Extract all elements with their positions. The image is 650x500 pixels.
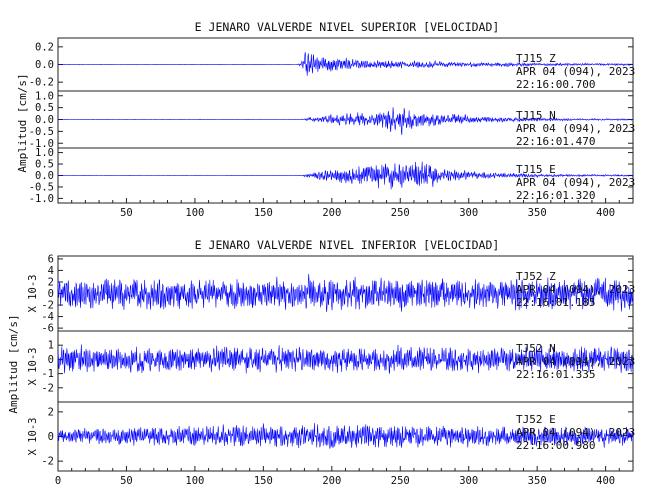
waveform-line bbox=[57, 344, 634, 375]
x-tick-label: 150 bbox=[254, 207, 273, 219]
y-multiplier-label: X 10-3 bbox=[27, 418, 39, 456]
y-tick-label: 0 bbox=[48, 288, 54, 300]
station-date: APR 04 (094), 2023 bbox=[516, 65, 635, 78]
panel-lower-ylabel: Amplitud [cm/s] bbox=[7, 314, 20, 413]
station-time: 22:16:01.320 bbox=[516, 189, 595, 202]
station-date: APR 04 (094), 2023 bbox=[516, 176, 635, 189]
y-tick-label: 0.0 bbox=[35, 114, 54, 126]
x-tick-label: 350 bbox=[528, 475, 547, 487]
station-label: TJ52 E bbox=[516, 413, 556, 426]
x-tick-label: 100 bbox=[185, 475, 204, 487]
x-tick-label: 300 bbox=[459, 207, 478, 219]
y-tick-label: -0.5 bbox=[29, 181, 54, 193]
y-tick-label: 1 bbox=[48, 340, 54, 352]
station-time: 22:16:01.185 bbox=[516, 296, 595, 309]
y-tick-label: -0.2 bbox=[29, 77, 54, 89]
station-time: 22:16:00.980 bbox=[516, 439, 595, 452]
y-tick-label: -1.0 bbox=[29, 193, 54, 205]
x-tick-label: 200 bbox=[322, 207, 341, 219]
y-multiplier-label: X 10-3 bbox=[27, 348, 39, 386]
panel-upper: E JENARO VALVERDE NIVEL SUPERIOR [VELOCI… bbox=[16, 20, 635, 219]
waveform-line bbox=[57, 274, 634, 313]
station-time: 22:16:01.470 bbox=[516, 135, 595, 148]
y-tick-label: 1.0 bbox=[35, 147, 54, 159]
x-tick-label: 400 bbox=[596, 475, 615, 487]
station-label: TJ15 Z bbox=[516, 52, 556, 65]
y-tick-label: -2 bbox=[41, 300, 54, 312]
waveform-line bbox=[57, 423, 634, 449]
x-tick-label: 300 bbox=[459, 475, 478, 487]
panel-lower-title: E JENARO VALVERDE NIVEL INFERIOR [VELOCI… bbox=[195, 238, 500, 252]
panel-upper-ylabel: Amplitud [cm/s] bbox=[16, 73, 29, 172]
station-date: APR 04 (094), 2023 bbox=[516, 426, 635, 439]
y-tick-label: 1.0 bbox=[35, 90, 54, 102]
x-tick-label: 250 bbox=[391, 207, 410, 219]
waveform-line bbox=[57, 107, 634, 135]
waveform-line bbox=[57, 161, 634, 190]
y-multiplier-label: X 10-3 bbox=[27, 275, 39, 313]
x-tick-label: 100 bbox=[185, 207, 204, 219]
y-tick-label: 6 bbox=[48, 253, 54, 265]
y-tick-label: 0.0 bbox=[35, 170, 54, 182]
x-tick-label: 250 bbox=[391, 475, 410, 487]
y-tick-label: -1 bbox=[41, 368, 54, 380]
y-tick-label: -0.5 bbox=[29, 126, 54, 138]
y-tick-label: 0.0 bbox=[35, 59, 54, 71]
station-label: TJ15 N bbox=[516, 109, 556, 122]
station-label: TJ15 E bbox=[516, 163, 556, 176]
station-label: TJ52 Z bbox=[516, 270, 556, 283]
y-tick-label: 4 bbox=[48, 265, 54, 277]
waveform-line bbox=[57, 52, 634, 76]
y-tick-label: 0 bbox=[48, 431, 54, 443]
x-tick-label: 350 bbox=[528, 207, 547, 219]
x-tick-label: 50 bbox=[120, 475, 133, 487]
station-date: APR 04 (094), 2023 bbox=[516, 122, 635, 135]
y-tick-label: -2 bbox=[41, 382, 54, 394]
y-tick-label: -2 bbox=[41, 456, 54, 468]
station-time: 22:16:01.335 bbox=[516, 368, 595, 381]
x-tick-label: 0 bbox=[55, 475, 61, 487]
y-tick-label: -1.0 bbox=[29, 138, 54, 150]
y-tick-label: 2 bbox=[48, 276, 54, 288]
x-tick-label: 200 bbox=[322, 475, 341, 487]
station-time: 22:16:00.700 bbox=[516, 78, 595, 91]
y-tick-label: 0.2 bbox=[35, 41, 54, 53]
y-tick-label: -6 bbox=[41, 323, 54, 335]
station-label: TJ52 N bbox=[516, 342, 556, 355]
y-tick-label: 0.5 bbox=[35, 102, 54, 114]
y-tick-label: 0.5 bbox=[35, 159, 54, 171]
y-tick-label: -4 bbox=[41, 311, 54, 323]
x-tick-label: 400 bbox=[596, 207, 615, 219]
y-tick-label: 0 bbox=[48, 354, 54, 366]
x-tick-label: 50 bbox=[120, 207, 133, 219]
panel-lower: E JENARO VALVERDE NIVEL INFERIOR [VELOCI… bbox=[7, 238, 635, 487]
panel-upper-title: E JENARO VALVERDE NIVEL SUPERIOR [VELOCI… bbox=[195, 20, 500, 34]
y-tick-label: 2 bbox=[48, 406, 54, 418]
x-tick-label: 150 bbox=[254, 475, 273, 487]
station-date: APR 04 (094), 2023 bbox=[516, 283, 635, 296]
station-date: APR 04 (094), 2023 bbox=[516, 355, 635, 368]
